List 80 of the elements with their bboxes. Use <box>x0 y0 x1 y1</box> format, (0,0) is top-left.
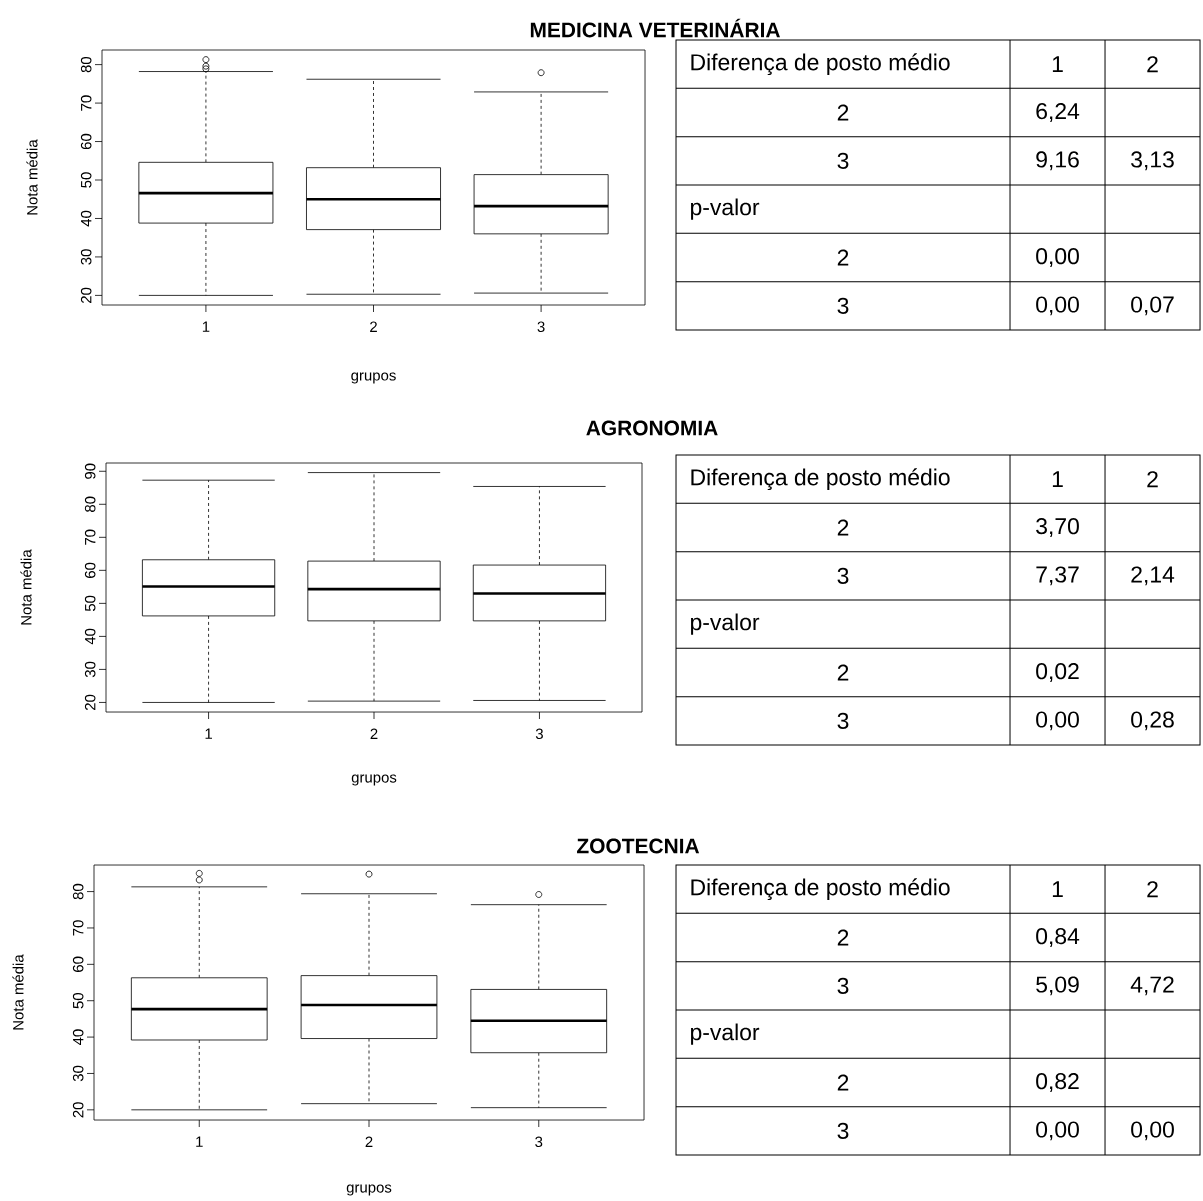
text: Diferença de posto médio <box>691 468 950 491</box>
y-tick-label: 30 <box>80 249 92 265</box>
y-axis-title: Nota média <box>12 954 24 1030</box>
category-label: 2 <box>837 249 849 266</box>
y-tick-label: 50 <box>72 993 84 1009</box>
y-tick-label: 20 <box>84 694 96 710</box>
category-label: 1 <box>1052 56 1063 73</box>
y-axis-title: Nota média <box>26 139 38 215</box>
x-axis-title: grupos <box>346 1184 392 1196</box>
x-tick-label: 1 <box>196 1136 203 1147</box>
chart-title: ZOOTECNIA <box>577 838 700 854</box>
x-tick-label: 3 <box>535 728 543 740</box>
category-label: 2 <box>1147 56 1158 73</box>
y-tick-label: 70 <box>72 920 84 936</box>
x-axis-title: grupos <box>351 774 397 786</box>
category-label: p-valor <box>691 613 760 635</box>
text: 0,00 <box>1036 1121 1079 1141</box>
y-tick-label: 40 <box>80 210 92 227</box>
text: 3,70 <box>1036 518 1079 537</box>
category-label: 1 <box>1052 881 1063 898</box>
text: 0,84 <box>1036 928 1080 947</box>
y-tick-label: 30 <box>72 1065 84 1082</box>
text: 0,00 <box>1036 248 1079 267</box>
y-tick-label: 90 <box>84 463 96 479</box>
x-tick-label: 2 <box>365 1136 373 1147</box>
category-label: 2 <box>837 519 849 536</box>
category-label: p-valor <box>691 1023 760 1045</box>
category-label: p-valor <box>691 198 760 220</box>
category-label: 3 <box>837 977 849 994</box>
text: 0,00 <box>1036 296 1079 316</box>
text: 0,02 <box>1036 663 1079 682</box>
y-tick-label: 40 <box>84 628 96 645</box>
x-tick-label: 1 <box>205 728 212 739</box>
category-label: 1 <box>1052 471 1063 488</box>
x-tick-label: 3 <box>535 1136 543 1148</box>
text: 7,37 <box>1036 566 1079 586</box>
category-label: 2 <box>1147 881 1158 898</box>
text: Diferença de posto médio <box>691 878 950 901</box>
y-tick-label: 70 <box>80 95 92 111</box>
category-label: 3 <box>837 297 849 314</box>
y-tick-label: 60 <box>84 562 96 578</box>
text: 3,13 <box>1131 151 1174 171</box>
category-label: 2 <box>837 664 849 681</box>
y-tick-label: 20 <box>80 287 92 303</box>
y-tick-label: 80 <box>84 496 96 512</box>
y-tick-label: 50 <box>80 172 92 188</box>
text: 0,00 <box>1036 711 1079 731</box>
y-tick-label: 40 <box>72 1029 84 1046</box>
text: 0,00 <box>1131 1121 1174 1141</box>
x-tick-label: 1 <box>202 321 210 332</box>
y-tick-label: 20 <box>72 1102 84 1118</box>
category-label: 2 <box>837 1074 849 1091</box>
category-label: 3 <box>837 152 849 169</box>
x-tick-label: 2 <box>370 321 377 332</box>
y-tick-label: 30 <box>84 661 96 678</box>
text: 4,72 <box>1130 976 1174 996</box>
text: 0,07 <box>1131 296 1174 316</box>
chart-title: MEDICINA VETERINÁRIA <box>530 18 780 38</box>
y-tick-label: 60 <box>80 133 92 150</box>
x-tick-label: 2 <box>370 728 378 739</box>
text: 9,16 <box>1036 151 1079 171</box>
text: 6,24 <box>1036 103 1080 122</box>
x-tick-label: 3 <box>537 321 545 333</box>
chart-title: AGRONOMIA <box>586 420 718 436</box>
text: 5,09 <box>1036 976 1079 996</box>
x-axis-title: grupos <box>351 372 396 384</box>
y-tick-label: 50 <box>84 595 96 612</box>
y-tick-label: 80 <box>80 56 92 73</box>
y-tick-label: 80 <box>72 883 84 900</box>
category-label: 2 <box>837 104 849 121</box>
text: 2,14 <box>1131 566 1175 586</box>
y-tick-label: 60 <box>72 956 84 972</box>
text: 0,28 <box>1131 711 1174 731</box>
category-label: 2 <box>837 929 849 946</box>
category-label: 2 <box>1147 471 1158 488</box>
category-label: 3 <box>837 567 849 584</box>
y-axis-title: Nota média <box>20 549 32 625</box>
text: 0,82 <box>1036 1073 1079 1092</box>
y-tick-label: 70 <box>84 529 96 545</box>
text: Diferença de posto médio <box>691 53 950 76</box>
